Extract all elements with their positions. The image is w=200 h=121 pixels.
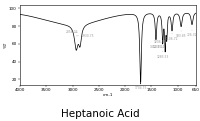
Text: 1106.72: 1106.72 [166, 33, 178, 41]
Text: 726.32: 726.32 [187, 30, 197, 37]
Text: 2930.75: 2930.75 [76, 34, 94, 38]
Text: 2858.03: 2858.03 [66, 30, 78, 34]
Text: 1704.75: 1704.75 [134, 82, 147, 91]
Text: 1412.26: 1412.26 [150, 41, 162, 49]
Text: 1237.74: 1237.74 [152, 45, 164, 49]
Text: 933.85: 933.85 [176, 31, 186, 38]
Text: 1283.53: 1283.53 [157, 51, 169, 59]
Y-axis label: %T: %T [4, 42, 8, 48]
Text: Heptanoic Acid: Heptanoic Acid [61, 109, 139, 119]
Text: 1206.98: 1206.98 [154, 40, 167, 44]
X-axis label: cm-1: cm-1 [103, 93, 113, 97]
